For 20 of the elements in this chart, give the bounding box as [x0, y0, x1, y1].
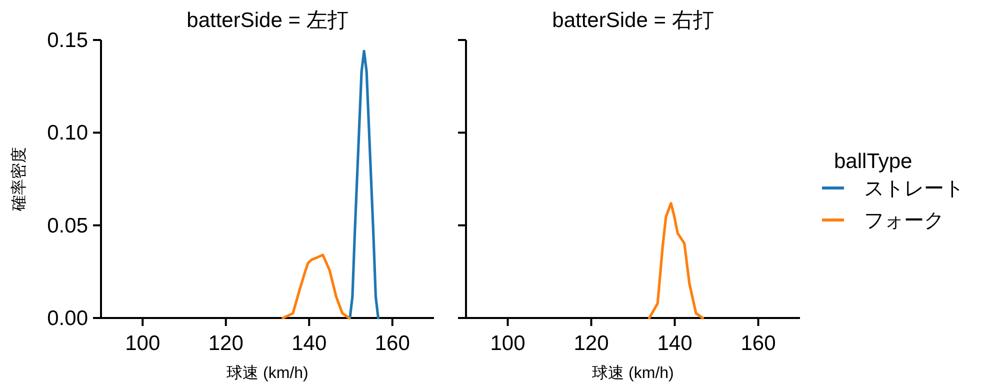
chart-title: batterSide = 左打	[186, 9, 348, 32]
y-tick-label: 0.15	[47, 29, 88, 52]
legend-title: ballType	[834, 150, 912, 173]
x-tick-label: 120	[208, 332, 244, 355]
legend-label: フォーク	[864, 210, 944, 232]
x-tick-label: 120	[574, 332, 609, 355]
x-axis-title: 球速 (km/h)	[226, 364, 308, 382]
y-tick-label: 0.10	[47, 122, 88, 145]
y-axis-title: 確率密度	[10, 147, 28, 212]
legend-label: ストレート	[864, 178, 964, 200]
y-tick-label: 0.00	[47, 307, 88, 330]
x-axis-title: 球速 (km/h)	[592, 364, 674, 382]
x-tick-label: 140	[657, 332, 692, 355]
x-tick-label: 160	[740, 332, 776, 355]
x-tick-label: 100	[125, 332, 160, 355]
x-tick-label: 160	[374, 332, 410, 355]
x-tick-label: 100	[490, 332, 526, 355]
x-tick-label: 140	[292, 332, 327, 355]
chart-title: batterSide = 右打	[552, 9, 714, 32]
y-tick-label: 0.05	[47, 214, 88, 238]
